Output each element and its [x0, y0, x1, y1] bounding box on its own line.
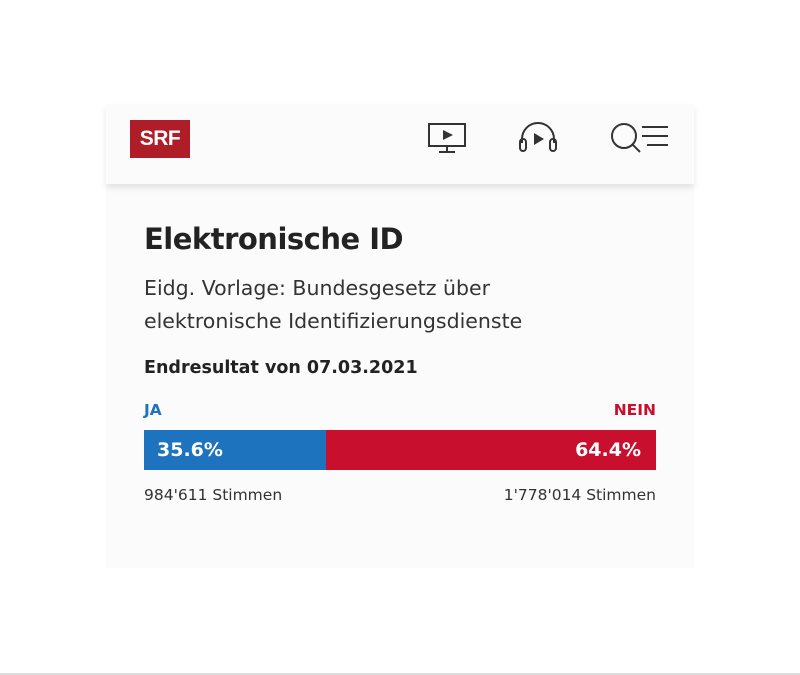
ja-label: JA: [144, 401, 162, 419]
result-date: Endresultat von 07.03.2021: [144, 358, 418, 378]
tv-play-icon: [428, 123, 466, 153]
divider: [0, 673, 800, 675]
nein-bar-segment: 64.4%: [326, 430, 656, 470]
result-bar: 35.6% 64.4%: [144, 430, 656, 470]
ja-bar-segment: 35.6%: [144, 430, 327, 470]
vote-subtitle: Eidg. Vorlage: Bundesgesetz über elektro…: [144, 276, 523, 333]
srf-logo[interactable]: SRF: [130, 120, 190, 158]
nein-label: NEIN: [613, 401, 656, 419]
ja-votes: 984'611 Stimmen: [144, 486, 283, 504]
ja-percent: 35.6%: [157, 439, 223, 461]
search-menu-button[interactable]: [608, 118, 672, 158]
nein-votes: 1'778'014 Stimmen: [503, 486, 656, 504]
audio-button[interactable]: [516, 118, 560, 158]
search-menu-icon: [611, 123, 668, 153]
vote-result-card: SRF: [106, 104, 694, 568]
vote-title: Elektronische ID: [144, 222, 404, 256]
headphones-play-icon: [519, 122, 557, 152]
tv-play-button[interactable]: [425, 118, 469, 158]
nein-percent: 64.4%: [575, 439, 641, 461]
app-header: SRF: [106, 104, 694, 184]
